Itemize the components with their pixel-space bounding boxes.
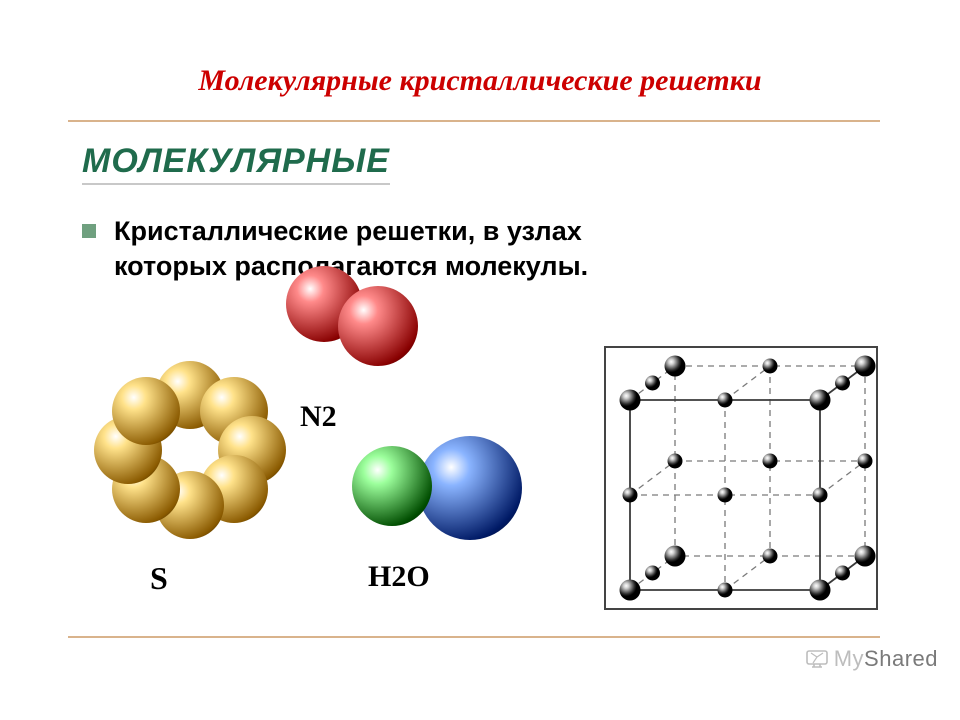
watermark-gray: My (834, 646, 864, 671)
atom-sphere (418, 436, 522, 540)
slide: Молекулярные кристаллические решетки МОЛ… (0, 0, 960, 720)
label-sulfur: S (150, 560, 168, 597)
watermark-dark: Shared (864, 646, 938, 671)
subheading-text: МОЛЕКУЛЯРНЫЕ (82, 142, 390, 180)
label-h2o: H2O (368, 560, 430, 594)
watermark: MyShared (806, 646, 938, 674)
atom-sphere (112, 377, 180, 445)
subheading: МОЛЕКУЛЯРНЫЕ (82, 142, 390, 181)
bottom-divider (68, 636, 880, 638)
bullet-square-icon (82, 224, 96, 238)
definition-line1: Кристаллические решетки, в узлах (114, 216, 582, 246)
lattice-svg (606, 348, 876, 608)
atom-sphere (338, 286, 418, 366)
lattice-diagram (604, 346, 878, 610)
top-divider (68, 120, 880, 122)
screen-icon (806, 648, 828, 674)
slide-title: Молекулярные кристаллические решетки (0, 64, 960, 98)
slide-title-text: Молекулярные кристаллические решетки (198, 64, 761, 97)
label-n2: N2 (300, 400, 337, 434)
definition-text: Кристаллические решетки, в узлах которых… (114, 214, 588, 284)
atom-sphere (352, 446, 432, 526)
